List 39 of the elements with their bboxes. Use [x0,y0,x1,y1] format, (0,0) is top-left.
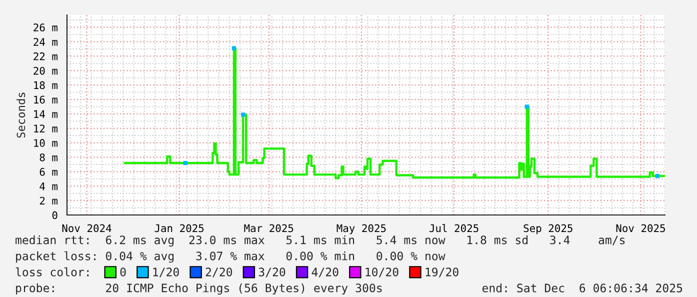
legend-label: 1/20 [153,268,179,278]
y-tick-label: 2 m [40,196,58,205]
text: probe: 20 ICMP Echo Pings (56 Bytes) every 300s [16,283,382,295]
point [240,112,246,117]
x-tick-label: Nov 2024 [62,224,112,232]
y-tick-label: 8 m [40,153,58,162]
x-tick-label: Jul 2025 [430,224,478,232]
point [524,104,529,109]
legend-label: 3/20 [258,268,286,278]
text: packet loss: 0.04 % avg 3.07 % max 0.00 % min 0.00 % now [16,251,446,263]
point [232,46,236,50]
legend-label: 0 [120,268,126,276]
legend-label: 19/20 [426,268,458,278]
y-tick-label: 0 [52,211,58,220]
y-tick-label: 22 m [34,52,58,60]
x-tick-label: Mar 2025 [244,224,294,232]
x-tick-label: Sep 2025 [524,224,572,234]
text: end: Sat Dec 6 06:06:34 2025 [482,283,682,292]
y-tick-label: 26 m [34,24,58,32]
y-tick-label: 16 m [34,96,58,104]
y-tick-label: 4 m [40,182,58,190]
y-tick-label: 14 m [34,110,58,118]
y-axis-title: Seconds [16,92,26,138]
x-tick-label: Jan 2025 [154,224,204,232]
y-tick-label: 24 m [34,38,58,46]
text: loss color: [16,267,89,276]
legend-label: 2/20 [206,268,232,278]
y-tick-label: 18 m [34,81,58,90]
point [655,174,660,178]
x-tick-label: Nov 2025 [616,224,665,232]
y-tick-label: 12 m [34,124,58,132]
y-tick-label: 6 m [40,168,58,176]
legend-label: 10/20 [366,268,398,278]
point [183,160,188,166]
text: median rtt: 6.2 ms avg 23.0 ms max 5.1 ms min 5.4 ms now 1.8 ms sd 3.4 am/s [16,235,625,247]
y-tick-label: 10 m [34,139,58,147]
y-tick-label: 20 m [34,66,58,75]
legend-label: 4/20 [312,268,338,278]
x-tick-label: May 2025 [336,224,386,234]
